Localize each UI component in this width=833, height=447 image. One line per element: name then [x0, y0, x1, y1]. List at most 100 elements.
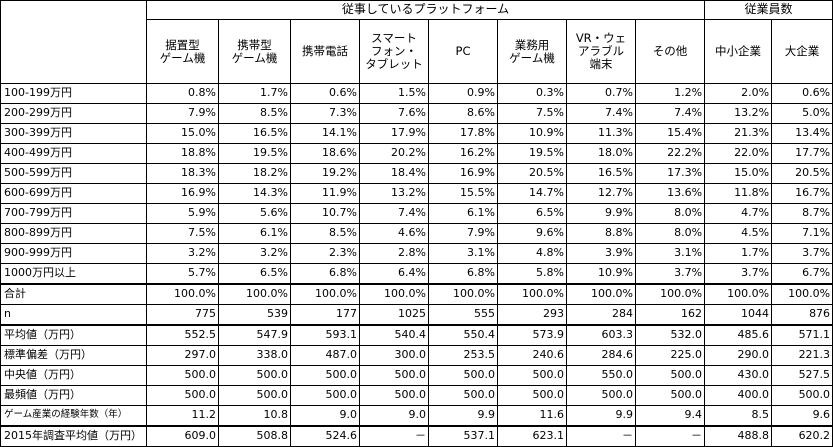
value-cell: 3.1%: [634, 243, 706, 264]
value-cell: 7.4%: [359, 203, 429, 224]
table-row: 平均値（万円） 552.5 547.9 593.1 540.4 550.4 573.9 603…: [0, 324, 833, 346]
value-cell: 500.0: [359, 385, 429, 406]
value-cell: 4.6%: [359, 223, 429, 244]
value-cell: 539: [218, 304, 291, 326]
value-cell: 20.2%: [359, 143, 429, 164]
value-cell: 537.1: [428, 425, 498, 447]
value-cell: 5.6%: [218, 203, 291, 224]
row-label: 中央値（万円）: [0, 365, 147, 386]
value-cell: 15.4%: [634, 123, 706, 144]
row-label: 800-899万円: [0, 223, 147, 244]
value-cell: 623.1: [497, 425, 567, 447]
value-cell: 6.4%: [359, 263, 429, 285]
column-header: 携帯型 ゲーム機: [218, 19, 291, 84]
value-cell: 12.7%: [566, 183, 636, 204]
table-row: n 775 539 177 1025 555 293 284 162 1044 876: [0, 304, 833, 326]
table-row: 400-499万円 18.8% 19.5% 18.6% 20.2% 16.2% 19.5% 1…: [0, 143, 833, 164]
table-row: 合計 100.0% 100.0% 100.0% 100.0% 100.0% 100.0% 10…: [0, 283, 833, 305]
row-label: 300-399万円: [0, 123, 147, 144]
table-row: 800-899万円 7.5% 6.1% 8.5% 4.6% 7.9% 9.6% 8.8% 8.0…: [0, 223, 833, 244]
value-cell: 7.6%: [359, 103, 429, 124]
value-cell: 162: [634, 304, 706, 326]
value-cell: 18.2%: [218, 163, 291, 184]
value-cell: 555: [428, 304, 498, 326]
value-cell: 3.2%: [146, 243, 219, 264]
value-cell: 15.5%: [428, 183, 498, 204]
table-row: 700-799万円 5.9% 5.6% 10.7% 7.4% 6.1% 6.5% 9.9% 8.…: [0, 203, 833, 224]
row-label: 1000万円以上: [0, 263, 147, 285]
value-cell: 7.1%: [771, 223, 833, 244]
value-cell: 6.1%: [218, 223, 291, 244]
value-cell: 21.3%: [704, 123, 773, 144]
value-cell: 500.0: [497, 385, 567, 406]
value-cell: 2.0%: [704, 83, 773, 104]
table-row: 500-599万円 18.3% 18.2% 19.2% 18.4% 16.9% 20.5% 1…: [0, 163, 833, 184]
value-cell: 100.0%: [290, 283, 360, 305]
value-cell: 100.0%: [634, 283, 706, 305]
table-row: ゲーム産業の経験年数（年） 11.2 10.8 9.0 9.0 9.9 11.6 9.9 9.4…: [0, 405, 833, 427]
value-cell: 18.6%: [290, 143, 360, 164]
company-group-header: 従業員数: [704, 0, 833, 20]
value-cell: 500.0: [566, 385, 636, 406]
value-cell: 19.2%: [290, 163, 360, 184]
value-cell: 6.8%: [290, 263, 360, 285]
column-header: 携帯電話: [290, 19, 360, 84]
value-cell: 100.0%: [566, 283, 636, 305]
value-cell: 550.4: [428, 324, 498, 346]
value-cell: 0.9%: [428, 83, 498, 104]
value-cell: 300.0: [359, 345, 429, 366]
value-cell: 16.7%: [771, 183, 833, 204]
value-cell: 7.4%: [634, 103, 706, 124]
value-cell: 293: [497, 304, 567, 326]
value-cell: 876: [771, 304, 833, 326]
value-cell: 22.2%: [634, 143, 706, 164]
value-cell: 603.3: [566, 324, 636, 346]
value-cell: 17.9%: [359, 123, 429, 144]
value-cell: 1044: [704, 304, 773, 326]
value-cell: 3.7%: [634, 263, 706, 285]
value-cell: 19.5%: [218, 143, 291, 164]
value-cell: 430.0: [704, 365, 773, 386]
value-cell: 11.8%: [704, 183, 773, 204]
value-cell: 17.7%: [771, 143, 833, 164]
value-cell: 593.1: [290, 324, 360, 346]
value-cell: 485.6: [704, 324, 773, 346]
value-cell: 10.9%: [566, 263, 636, 285]
value-cell: 527.5: [771, 365, 833, 386]
value-cell: 20.5%: [497, 163, 567, 184]
value-cell: 7.3%: [290, 103, 360, 124]
value-cell: 13.4%: [771, 123, 833, 144]
value-cell: 540.4: [359, 324, 429, 346]
value-cell: 488.8: [704, 425, 773, 447]
value-cell: 8.5%: [290, 223, 360, 244]
value-cell: 0.8%: [146, 83, 219, 104]
value-cell: 14.3%: [218, 183, 291, 204]
value-cell: 0.7%: [566, 83, 636, 104]
value-cell: 500.0: [218, 365, 291, 386]
value-cell: 524.6: [290, 425, 360, 447]
table-row: 最頻値（万円） 500.0 500.0 500.0 500.0 500.0 500.0 500…: [0, 385, 833, 406]
value-cell: 100.0%: [146, 283, 219, 305]
column-header: 中小企業: [704, 19, 773, 84]
value-cell: 338.0: [218, 345, 291, 366]
value-cell: 253.5: [428, 345, 498, 366]
value-cell: 571.1: [771, 324, 833, 346]
value-cell: 100.0%: [359, 283, 429, 305]
table-row: 600-699万円 16.9% 14.3% 11.9% 13.2% 15.5% 14.7% 1…: [0, 183, 833, 204]
value-cell: 290.0: [704, 345, 773, 366]
value-cell: 11.6: [497, 405, 567, 427]
row-label: 700-799万円: [0, 203, 147, 224]
value-cell: 100.0%: [497, 283, 567, 305]
value-cell: 500.0: [290, 365, 360, 386]
value-cell: 550.0: [566, 365, 636, 386]
value-cell: 5.9%: [146, 203, 219, 224]
value-cell: 100.0%: [428, 283, 498, 305]
value-cell: 6.5%: [218, 263, 291, 285]
value-cell: 5.8%: [497, 263, 567, 285]
value-cell: 7.4%: [566, 103, 636, 124]
value-cell: 8.0%: [634, 203, 706, 224]
value-cell: 6.8%: [428, 263, 498, 285]
row-label: ゲーム産業の経験年数（年）: [0, 405, 147, 427]
value-cell: 17.8%: [428, 123, 498, 144]
value-cell: 2.3%: [290, 243, 360, 264]
